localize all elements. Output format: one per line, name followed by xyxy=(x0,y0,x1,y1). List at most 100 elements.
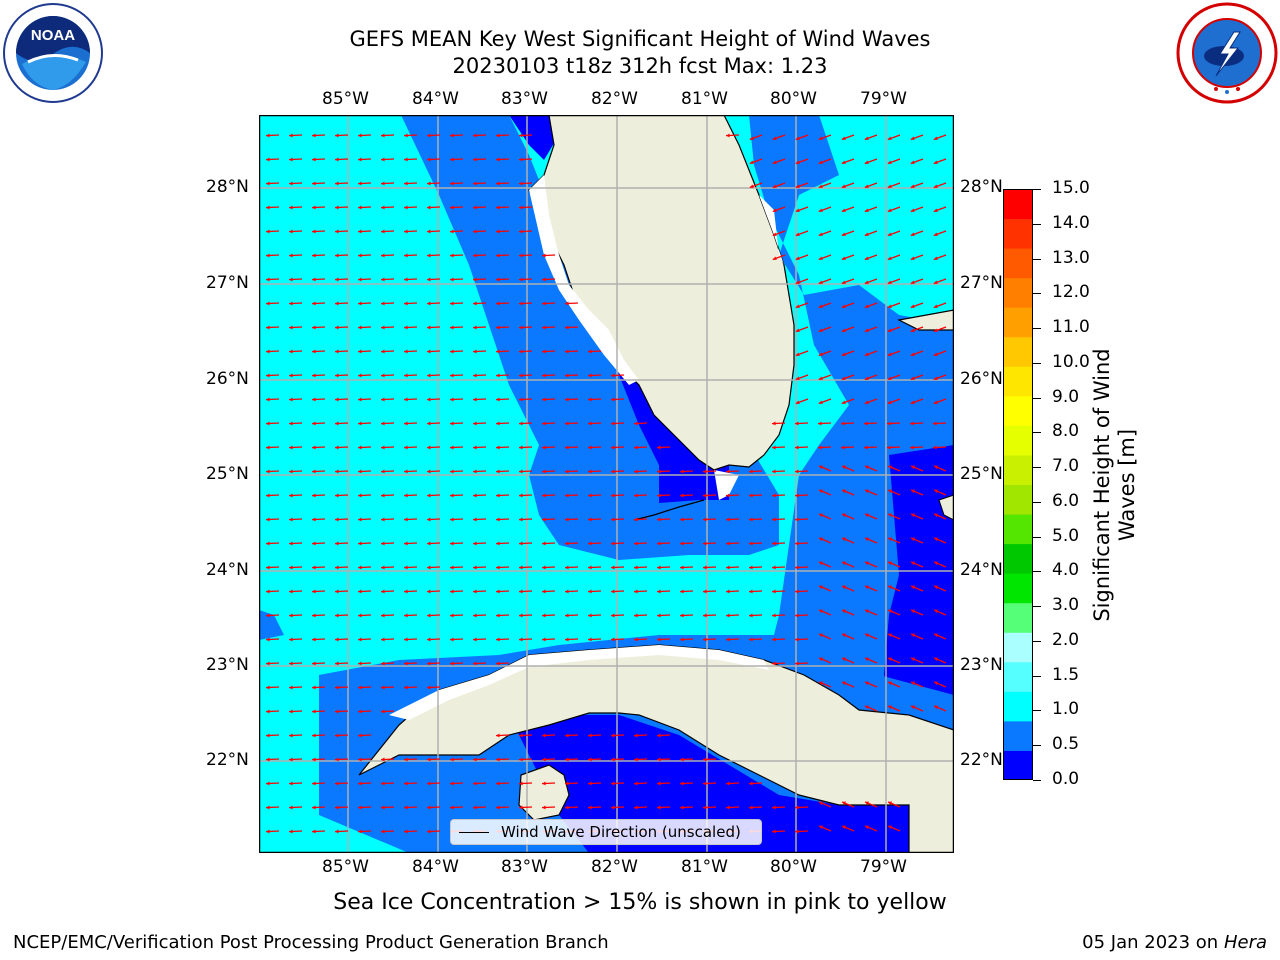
wind-wave-arrowhead xyxy=(634,493,638,498)
wind-wave-arrowhead xyxy=(795,136,800,141)
wind-wave-arrowhead xyxy=(496,229,500,234)
wind-wave-arrowhead xyxy=(611,565,615,570)
wind-wave-arrowhead xyxy=(473,349,477,354)
wind-wave-arrowhead xyxy=(335,805,339,810)
wind-wave-arrowhead xyxy=(888,489,893,494)
wind-wave-arrowhead xyxy=(289,493,293,498)
wind-wave-arrowhead xyxy=(565,349,569,354)
wind-wave-arrowhead xyxy=(772,208,777,213)
wind-wave-arrowhead xyxy=(819,633,824,638)
wind-wave-arrowhead xyxy=(404,421,408,426)
wind-wave-arrowhead xyxy=(519,541,523,546)
wind-wave-arrowhead xyxy=(473,397,477,402)
colorbar-tick-label: 11.0 xyxy=(1052,317,1090,338)
colorbar-bin xyxy=(1003,661,1033,692)
wind-wave-arrowhead xyxy=(519,229,523,234)
wind-wave-arrowhead xyxy=(841,304,846,309)
wind-wave-arrowhead xyxy=(818,184,823,189)
wind-wave-arrowhead xyxy=(289,325,293,330)
wind-wave-arrowhead xyxy=(542,325,546,330)
wind-wave-arrowhead xyxy=(795,445,799,450)
wind-wave-arrowhead xyxy=(841,328,846,333)
wind-wave-arrowhead xyxy=(358,733,362,738)
wind-wave-arrowhead xyxy=(818,376,823,381)
colorbar-tick-mark xyxy=(1033,397,1041,399)
wind-wave-arrowhead xyxy=(335,373,339,378)
map-subtitle: 20230103 t18z 312h fcst Max: 1.23 xyxy=(452,54,828,78)
colorbar-tick-label: 0.5 xyxy=(1052,734,1080,755)
wind-wave-arrowhead xyxy=(496,157,500,162)
wind-wave-arrowhead xyxy=(358,589,362,594)
wind-wave-arrowhead xyxy=(404,325,408,330)
wind-wave-arrowhead xyxy=(473,301,477,306)
wind-wave-arrowhead xyxy=(312,565,316,570)
wind-wave-arrowhead xyxy=(772,160,777,165)
colorbar-tick-label: 10.0 xyxy=(1052,351,1090,372)
wind-wave-arrowhead xyxy=(680,469,684,474)
wind-wave-arrowhead xyxy=(703,637,707,642)
wind-wave-arrowhead xyxy=(404,373,408,378)
wind-wave-arrowhead xyxy=(887,445,891,450)
wind-wave-arrowhead xyxy=(888,801,893,806)
wind-wave-arrowhead xyxy=(266,661,270,666)
wind-wave-arrowhead xyxy=(519,133,523,138)
wind-wave-arrowhead xyxy=(910,376,915,381)
wind-wave-arrowhead xyxy=(841,280,846,285)
wind-wave-arrowhead xyxy=(335,565,339,570)
wind-wave-arrowhead xyxy=(266,373,270,378)
wind-wave-arrowhead xyxy=(427,541,431,546)
wind-wave-arrowhead xyxy=(404,661,408,666)
wind-wave-arrowhead xyxy=(749,184,754,189)
colorbar-bin xyxy=(1003,720,1033,751)
wind-wave-arrowhead xyxy=(680,805,684,810)
wind-wave-arrowhead xyxy=(818,352,823,357)
wind-wave-arrowhead xyxy=(910,160,915,165)
wind-wave-arrowhead xyxy=(358,325,362,330)
wind-wave-arrowhead xyxy=(887,352,892,357)
wind-wave-arrowhead xyxy=(726,637,730,642)
wind-wave-arrowhead xyxy=(703,757,707,762)
wind-wave-arrowhead xyxy=(289,301,293,306)
wind-wave-arrowhead xyxy=(496,277,500,282)
lon-label-top: 80°W xyxy=(770,89,817,109)
colorbar-bin xyxy=(1003,691,1033,722)
wind-wave-arrowhead xyxy=(358,301,362,306)
wind-wave-arrowhead xyxy=(818,256,823,261)
wind-wave-arrowhead xyxy=(289,757,293,762)
wind-wave-arrowhead xyxy=(865,489,870,494)
wind-wave-arrowhead xyxy=(542,397,546,402)
wind-wave-arrowhead xyxy=(496,325,500,330)
colorbar-tick-label: 6.0 xyxy=(1052,490,1080,511)
wind-wave-arrowhead xyxy=(542,277,546,282)
wind-wave-arrowhead xyxy=(289,277,293,282)
wind-wave-arrowhead xyxy=(519,757,523,762)
wind-wave-arrowhead xyxy=(542,349,546,354)
wind-wave-arrowhead xyxy=(841,376,846,381)
ocean-band-0-0-5-nw-corner xyxy=(509,115,559,160)
wind-wave-arrowhead xyxy=(565,373,569,378)
wind-wave-arrowhead xyxy=(335,157,339,162)
wind-wave-arrowhead xyxy=(933,256,938,261)
wind-wave-arrowhead xyxy=(335,445,339,450)
lat-label-right: 24°N xyxy=(960,560,1003,580)
wind-wave-arrowhead xyxy=(795,280,800,285)
wind-wave-arrowhead xyxy=(749,637,753,642)
wind-wave-arrowhead xyxy=(726,805,730,810)
wind-wave-arrowhead xyxy=(588,637,592,642)
wind-wave-arrowhead xyxy=(289,253,293,258)
colorbar-bin xyxy=(1003,189,1033,220)
wind-wave-arrowhead xyxy=(358,469,362,474)
wind-wave-arrowhead xyxy=(312,589,316,594)
colorbar-tick-label: 3.0 xyxy=(1052,595,1080,616)
wind-wave-arrowhead xyxy=(496,205,500,210)
colorbar-bin xyxy=(1003,336,1033,367)
lat-label-left: 25°N xyxy=(206,464,249,484)
wind-wave-arrowhead xyxy=(795,565,799,570)
wind-wave-arrowhead xyxy=(427,397,431,402)
wind-wave-arrowhead xyxy=(933,304,938,309)
wind-wave-arrowhead xyxy=(842,513,847,518)
wind-wave-arrowhead xyxy=(496,733,500,738)
wind-wave-arrowhead xyxy=(427,469,431,474)
colorbar-tick-mark xyxy=(1033,710,1041,712)
lon-label-bottom: 84°W xyxy=(412,857,459,877)
